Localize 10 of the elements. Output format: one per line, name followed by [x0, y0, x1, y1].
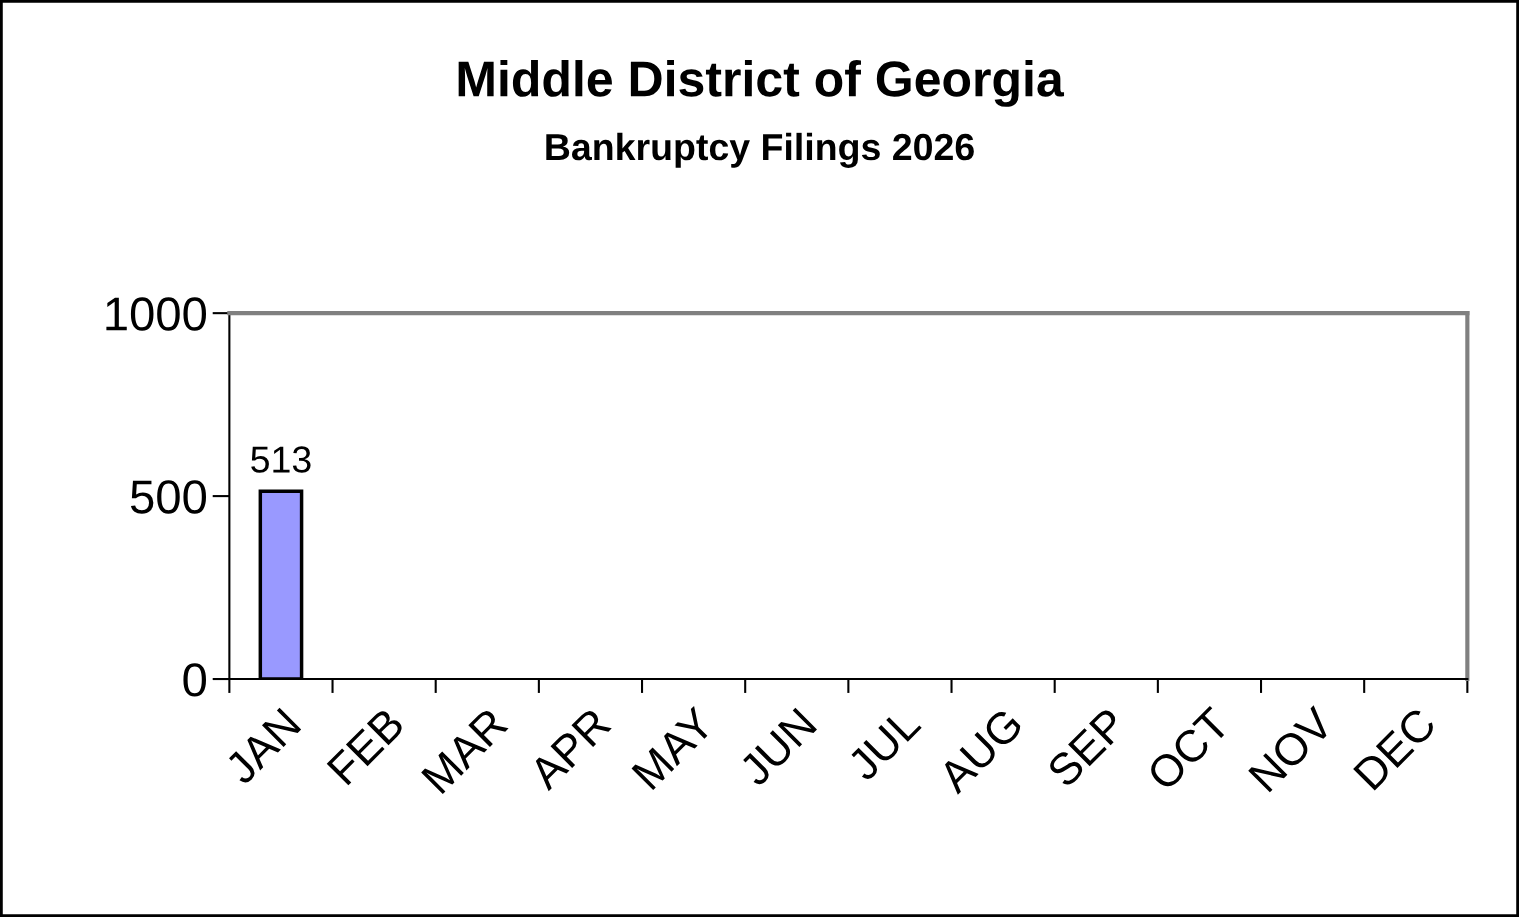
x-tick-label: FEB — [326, 706, 406, 786]
y-tick-label: 0 — [183, 663, 206, 697]
chart-title: Middle District of Georgia — [458, 60, 1065, 107]
y-tick-label: 1000 — [106, 297, 206, 331]
x-tick-label: SEP — [1045, 706, 1128, 789]
x-tick-label: JAN — [223, 707, 302, 786]
chart-subtitle: Bankruptcy Filings 2026 — [546, 132, 974, 168]
x-tick-label: JUL — [845, 706, 922, 783]
data-label: 513 — [251, 446, 311, 473]
y-tick-label: 500 — [130, 480, 206, 514]
